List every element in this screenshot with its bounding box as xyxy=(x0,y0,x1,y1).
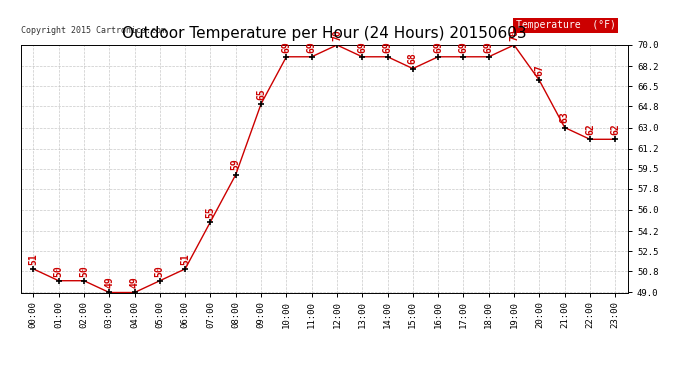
Text: 51: 51 xyxy=(180,253,190,265)
Text: 69: 69 xyxy=(382,41,393,53)
Text: 59: 59 xyxy=(230,159,241,171)
Text: 49: 49 xyxy=(130,277,139,288)
Text: 65: 65 xyxy=(256,88,266,100)
Text: 50: 50 xyxy=(79,265,89,276)
Text: 70: 70 xyxy=(332,29,342,41)
Text: 68: 68 xyxy=(408,53,418,64)
Text: 70: 70 xyxy=(509,29,519,41)
Text: Copyright 2015 Cartronics.com: Copyright 2015 Cartronics.com xyxy=(21,26,166,35)
Text: 69: 69 xyxy=(306,41,317,53)
Text: 62: 62 xyxy=(585,123,595,135)
Text: 50: 50 xyxy=(54,265,63,276)
Text: 69: 69 xyxy=(357,41,367,53)
Text: 63: 63 xyxy=(560,112,570,123)
Text: 67: 67 xyxy=(534,64,544,76)
Text: 69: 69 xyxy=(282,41,291,53)
Text: 62: 62 xyxy=(610,123,620,135)
Text: 69: 69 xyxy=(458,41,469,53)
Text: Outdoor Temperature per Hour (24 Hours) 20150603: Outdoor Temperature per Hour (24 Hours) … xyxy=(122,26,526,41)
Text: 51: 51 xyxy=(28,253,39,265)
Text: 69: 69 xyxy=(433,41,443,53)
Text: Temperature  (°F): Temperature (°F) xyxy=(516,20,615,30)
Text: 69: 69 xyxy=(484,41,494,53)
Text: 50: 50 xyxy=(155,265,165,276)
Text: 49: 49 xyxy=(104,277,115,288)
Text: 55: 55 xyxy=(206,206,215,218)
